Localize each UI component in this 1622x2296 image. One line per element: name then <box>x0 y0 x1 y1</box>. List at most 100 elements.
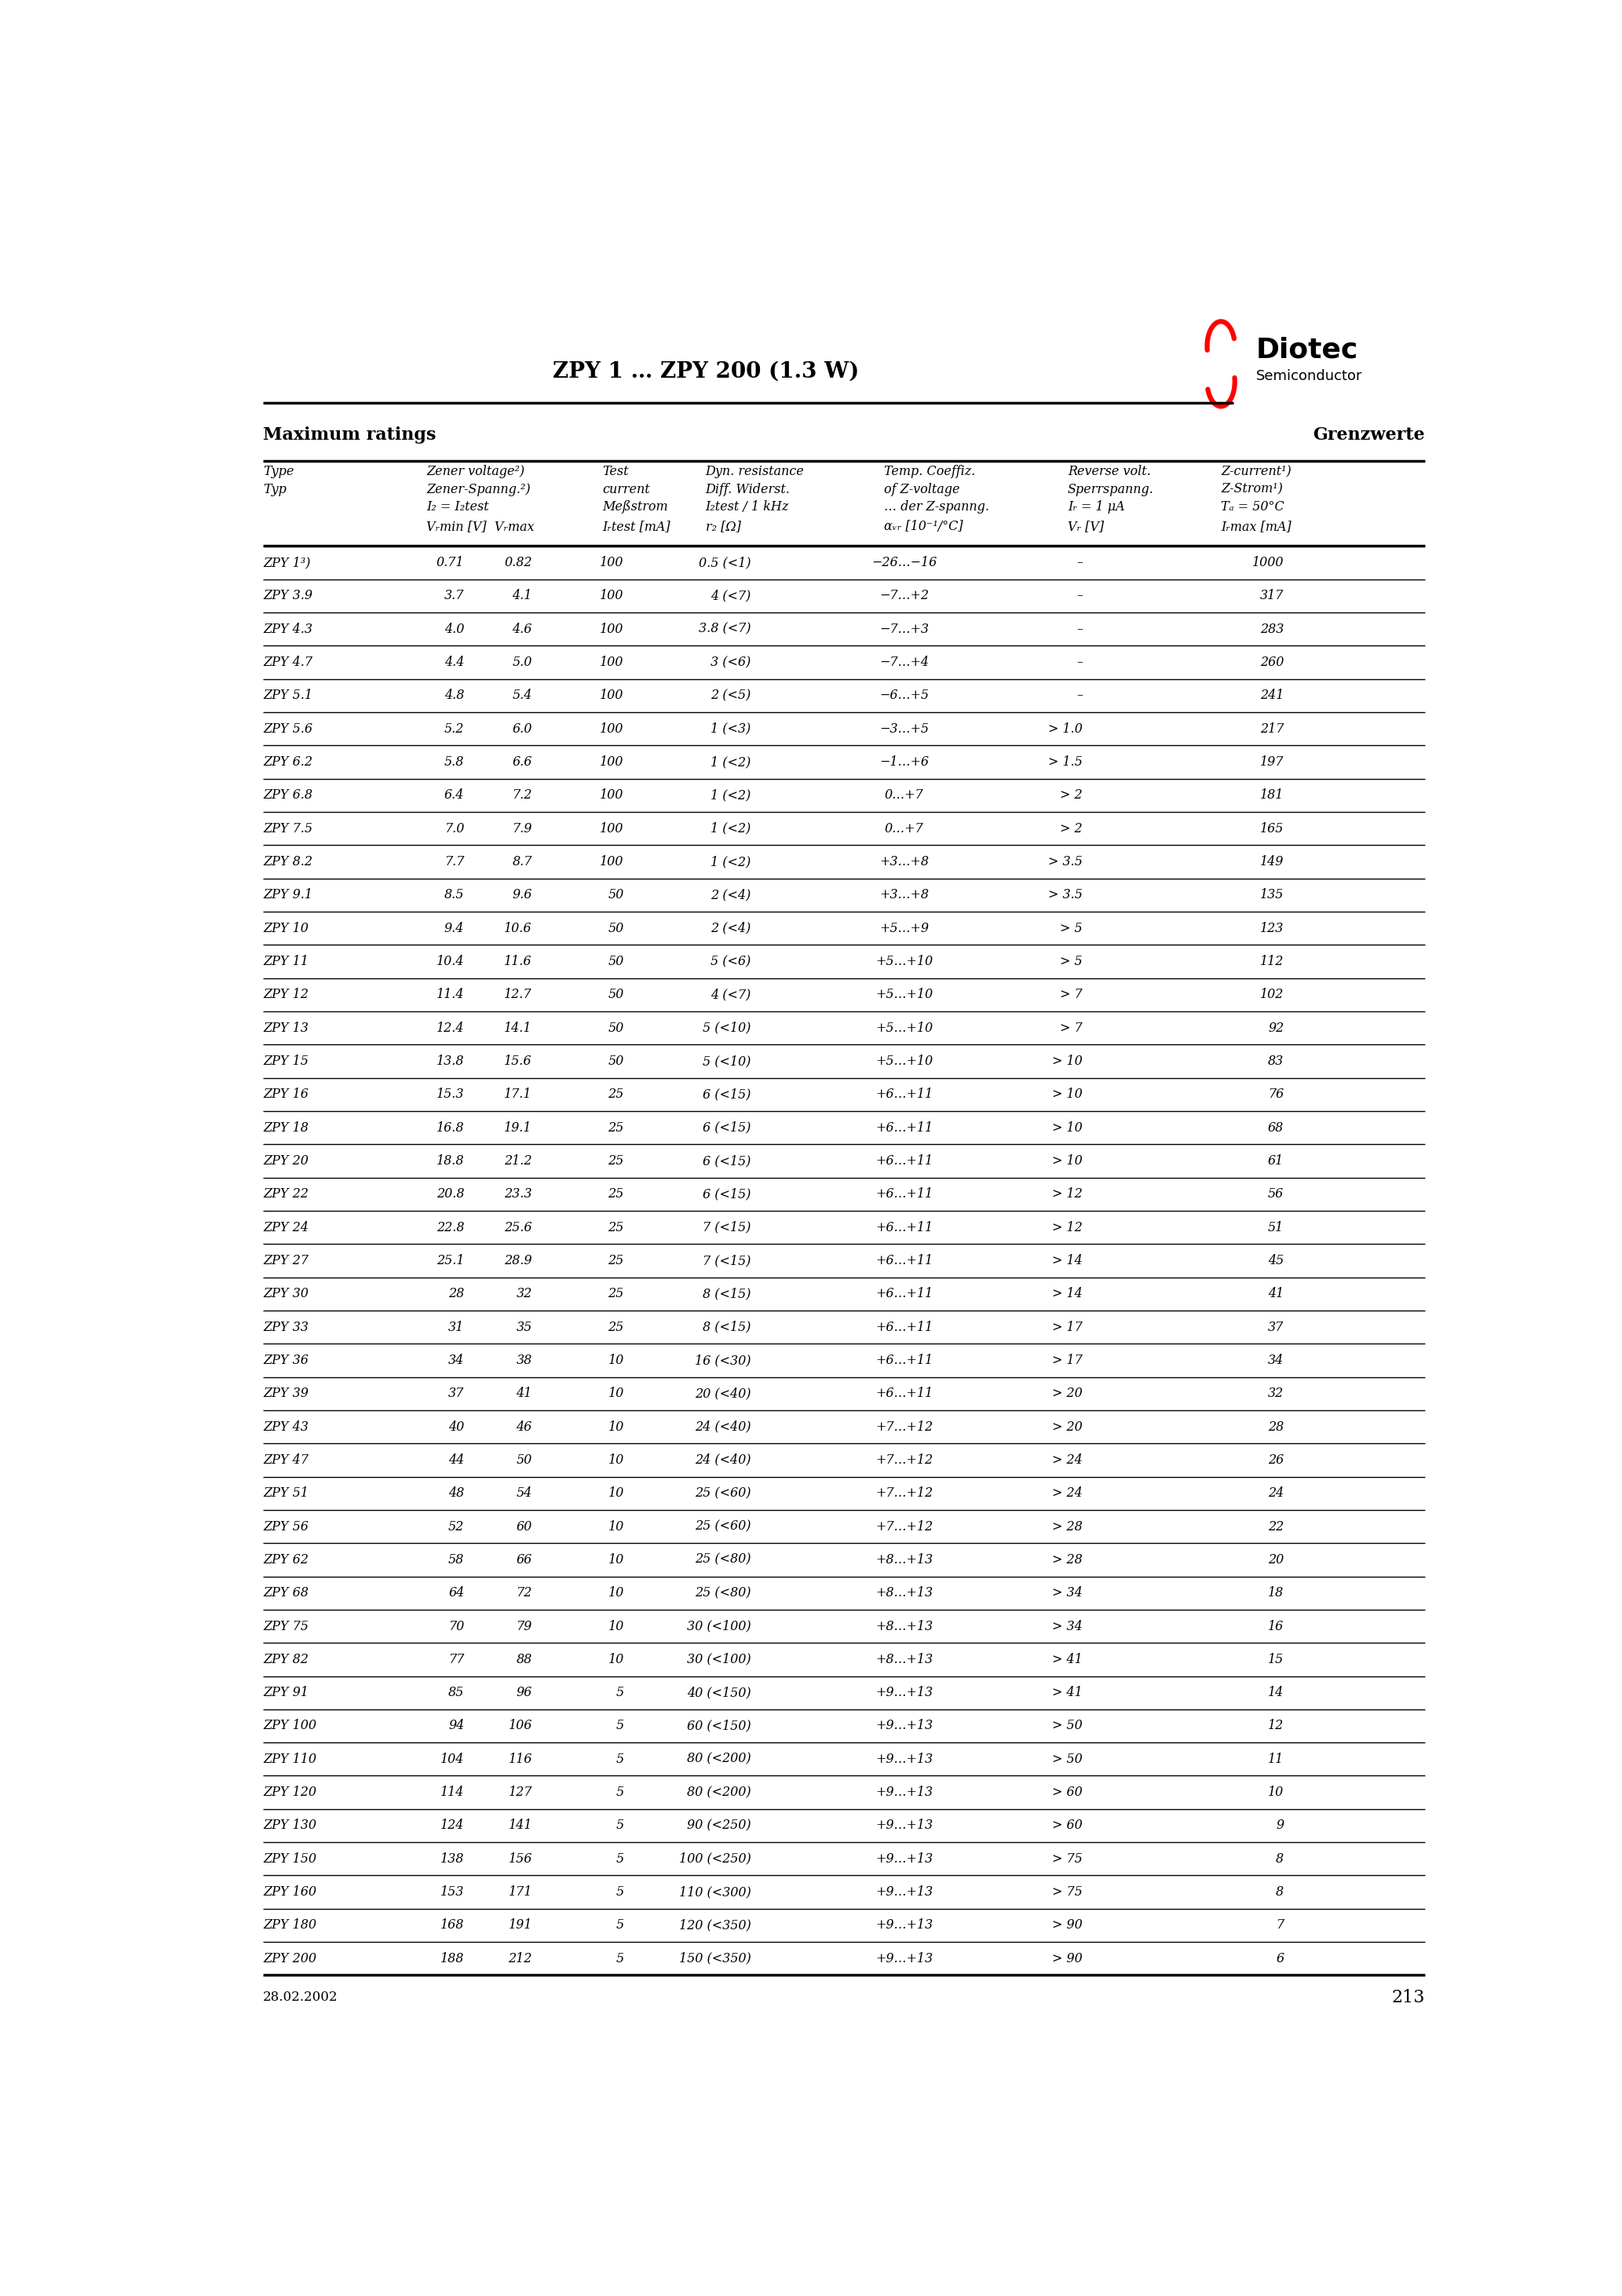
Text: 4 (<7): 4 (<7) <box>710 987 751 1001</box>
Text: 22.8: 22.8 <box>436 1221 464 1233</box>
Text: 1000: 1000 <box>1252 556 1285 569</box>
Text: ZPY 51: ZPY 51 <box>263 1486 308 1499</box>
Text: ZPY 56: ZPY 56 <box>263 1520 308 1534</box>
Text: 150 (<350): 150 (<350) <box>678 1952 751 1965</box>
Text: ZPY 13: ZPY 13 <box>263 1022 308 1035</box>
Text: 18: 18 <box>1268 1587 1285 1600</box>
Text: 138: 138 <box>440 1853 464 1867</box>
Text: > 12: > 12 <box>1053 1221 1083 1233</box>
Text: … der Z-spanng.: … der Z-spanng. <box>884 501 989 514</box>
Text: 15.3: 15.3 <box>436 1088 464 1102</box>
Text: 35: 35 <box>516 1320 532 1334</box>
Text: 181: 181 <box>1260 788 1285 801</box>
Text: 7.7: 7.7 <box>444 854 464 868</box>
Text: 6 (<15): 6 (<15) <box>702 1120 751 1134</box>
Text: +3…+8: +3…+8 <box>879 889 929 902</box>
Text: ZPY 5.1: ZPY 5.1 <box>263 689 313 703</box>
Text: > 24: > 24 <box>1053 1453 1083 1467</box>
Text: 100: 100 <box>600 788 624 801</box>
Text: Maximum ratings: Maximum ratings <box>263 427 436 443</box>
Text: 2 (<4): 2 (<4) <box>710 921 751 934</box>
Text: 0…+7: 0…+7 <box>884 822 923 836</box>
Text: –: – <box>1077 657 1083 668</box>
Text: > 24: > 24 <box>1053 1486 1083 1499</box>
Text: 12.4: 12.4 <box>436 1022 464 1035</box>
Text: −7…+2: −7…+2 <box>879 590 929 602</box>
Text: > 34: > 34 <box>1053 1587 1083 1600</box>
Text: > 1.0: > 1.0 <box>1048 723 1083 735</box>
Text: 7 (<15): 7 (<15) <box>702 1221 751 1233</box>
Text: 32: 32 <box>1268 1387 1285 1401</box>
Text: 41: 41 <box>516 1387 532 1401</box>
Text: ZPY 6.2: ZPY 6.2 <box>263 755 313 769</box>
Text: 80 (<200): 80 (<200) <box>686 1786 751 1800</box>
Text: 123: 123 <box>1260 921 1285 934</box>
Text: 14.1: 14.1 <box>504 1022 532 1035</box>
Text: ZPY 36: ZPY 36 <box>263 1355 308 1366</box>
Text: 6.0: 6.0 <box>513 723 532 735</box>
Text: I₂test / 1 kHz: I₂test / 1 kHz <box>706 501 788 514</box>
Text: 6 (<15): 6 (<15) <box>702 1088 751 1102</box>
Text: ZPY 4.7: ZPY 4.7 <box>263 657 313 668</box>
Text: +9…+13: +9…+13 <box>876 1685 933 1699</box>
Text: > 90: > 90 <box>1053 1952 1083 1965</box>
Text: Diotec: Diotec <box>1255 338 1359 363</box>
Text: −3…+5: −3…+5 <box>879 723 929 735</box>
Text: +7…+12: +7…+12 <box>876 1520 933 1534</box>
Text: 8.5: 8.5 <box>444 889 464 902</box>
Text: > 50: > 50 <box>1053 1752 1083 1766</box>
Text: 100: 100 <box>600 657 624 668</box>
Text: > 28: > 28 <box>1053 1520 1083 1534</box>
Text: 6: 6 <box>1277 1952 1285 1965</box>
Text: ZPY 68: ZPY 68 <box>263 1587 308 1600</box>
Text: current: current <box>602 482 650 496</box>
Text: 8: 8 <box>1277 1885 1285 1899</box>
Text: > 75: > 75 <box>1053 1885 1083 1899</box>
Text: 5: 5 <box>616 1853 624 1867</box>
Text: +8…+13: +8…+13 <box>876 1619 933 1632</box>
Text: Tₐ = 50°C: Tₐ = 50°C <box>1221 501 1285 514</box>
Text: 66: 66 <box>516 1552 532 1566</box>
Text: 3.8 (<7): 3.8 (<7) <box>699 622 751 636</box>
Text: 8.7: 8.7 <box>513 854 532 868</box>
Text: 2 (<5): 2 (<5) <box>710 689 751 703</box>
Text: 28: 28 <box>448 1288 464 1300</box>
Text: ZPY 110: ZPY 110 <box>263 1752 316 1766</box>
Text: +8…+13: +8…+13 <box>876 1587 933 1600</box>
Text: > 34: > 34 <box>1053 1619 1083 1632</box>
Text: ZPY 47: ZPY 47 <box>263 1453 308 1467</box>
Text: ZPY 200: ZPY 200 <box>263 1952 316 1965</box>
Text: 5 (<6): 5 (<6) <box>710 955 751 969</box>
Text: 41: 41 <box>1268 1288 1285 1300</box>
Text: 1 (<2): 1 (<2) <box>710 822 751 836</box>
Text: 15.6: 15.6 <box>504 1054 532 1068</box>
Text: 165: 165 <box>1260 822 1285 836</box>
Text: 6 (<15): 6 (<15) <box>702 1187 751 1201</box>
Text: > 60: > 60 <box>1053 1818 1083 1832</box>
Text: 3.7: 3.7 <box>444 590 464 602</box>
Text: ZPY 1³): ZPY 1³) <box>263 556 310 569</box>
Text: 22: 22 <box>1268 1520 1285 1534</box>
Text: 1 (<2): 1 (<2) <box>710 755 751 769</box>
Text: 40: 40 <box>448 1421 464 1433</box>
Text: 9: 9 <box>1277 1818 1285 1832</box>
Text: 11.4: 11.4 <box>436 987 464 1001</box>
Text: > 28: > 28 <box>1053 1552 1083 1566</box>
Text: Z-Strom¹): Z-Strom¹) <box>1221 482 1283 496</box>
Text: 80 (<200): 80 (<200) <box>686 1752 751 1766</box>
Text: 10: 10 <box>608 1486 624 1499</box>
Text: 135: 135 <box>1260 889 1285 902</box>
Text: 7.9: 7.9 <box>513 822 532 836</box>
Text: 141: 141 <box>508 1818 532 1832</box>
Text: 283: 283 <box>1260 622 1285 636</box>
Text: 0.82: 0.82 <box>504 556 532 569</box>
Text: 68: 68 <box>1268 1120 1285 1134</box>
Text: 5 (<10): 5 (<10) <box>702 1054 751 1068</box>
Text: +9…+13: +9…+13 <box>876 1752 933 1766</box>
Text: 5 (<10): 5 (<10) <box>702 1022 751 1035</box>
Text: +5…+10: +5…+10 <box>876 1022 933 1035</box>
Text: Dyn. resistance: Dyn. resistance <box>706 466 805 478</box>
Text: +6…+11: +6…+11 <box>876 1387 933 1401</box>
Text: +9…+13: +9…+13 <box>876 1952 933 1965</box>
Text: –: – <box>1077 556 1083 569</box>
